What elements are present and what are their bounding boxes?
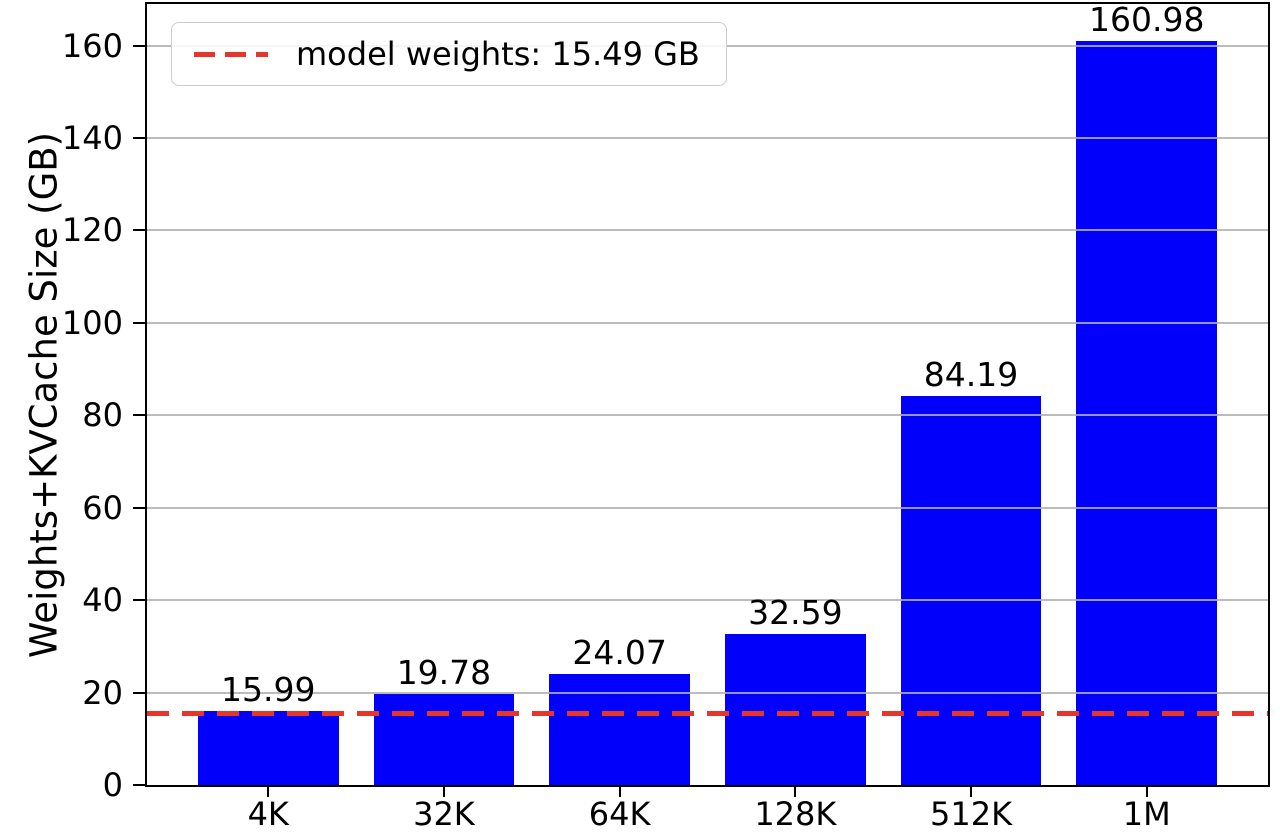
bar	[900, 395, 1042, 785]
y-tick	[133, 44, 145, 47]
y-tick	[133, 229, 145, 232]
y-tick-label: 40	[82, 581, 123, 620]
bar	[725, 634, 866, 785]
y-axis-label: Weights+KVCache Size (GB)	[22, 131, 66, 659]
gridline	[147, 321, 1268, 324]
bar-value-label: 32.59	[748, 593, 843, 633]
y-tick	[133, 691, 145, 694]
y-tick-label: 60	[82, 488, 123, 527]
x-tick-label: 128K	[754, 795, 837, 833]
x-tick	[442, 787, 445, 797]
y-tick	[133, 414, 145, 417]
y-tick-label: 0	[102, 766, 123, 804]
x-tick-label: 64K	[588, 795, 651, 833]
x-tick	[267, 787, 270, 797]
gridline	[147, 599, 1268, 602]
bar-value-label: 15.99	[220, 670, 316, 710]
y-tick	[133, 321, 145, 324]
x-tick-label: 512K	[930, 795, 1013, 833]
bar	[549, 673, 690, 785]
x-tick	[618, 787, 621, 797]
y-tick-label: 120	[61, 211, 123, 250]
y-tick-label: 100	[61, 303, 123, 342]
gridline	[147, 414, 1268, 417]
bar-value-label: 160.98	[1089, 0, 1205, 40]
y-tick-label: 20	[82, 673, 123, 712]
y-tick-label: 80	[82, 396, 123, 435]
gridline	[147, 137, 1268, 140]
x-tick	[1145, 787, 1148, 797]
x-tick-label: 1M	[1122, 795, 1171, 833]
y-tick	[133, 599, 145, 602]
bar-value-label: 84.19	[923, 354, 1019, 394]
y-tick	[133, 784, 145, 786]
bar-value-label: 19.78	[396, 652, 492, 692]
gridline	[147, 691, 1268, 694]
legend-dashed-line-sample	[194, 51, 268, 57]
x-tick-label: 4K	[247, 795, 289, 833]
legend-label: model weights: 15.49 GB	[296, 35, 700, 73]
x-tick-label: 32K	[413, 795, 475, 833]
bar	[373, 693, 515, 785]
y-tick	[133, 506, 145, 509]
legend: model weights: 15.49 GB	[171, 22, 727, 86]
x-tick	[970, 787, 973, 797]
x-tick	[794, 787, 797, 797]
y-tick-label: 140	[61, 119, 123, 158]
y-tick	[133, 137, 145, 140]
plot-area: model weights: 15.49 GB 0 20 40 60 80 100 120 1…	[62, 0, 1270, 831]
bar	[1076, 41, 1218, 785]
gridline	[147, 229, 1268, 232]
bar	[197, 711, 339, 785]
bar-value-label: 24.07	[572, 632, 667, 672]
model-weights-reference-line	[147, 710, 1268, 716]
y-tick-label: 160	[61, 26, 123, 65]
gridline	[147, 506, 1268, 509]
